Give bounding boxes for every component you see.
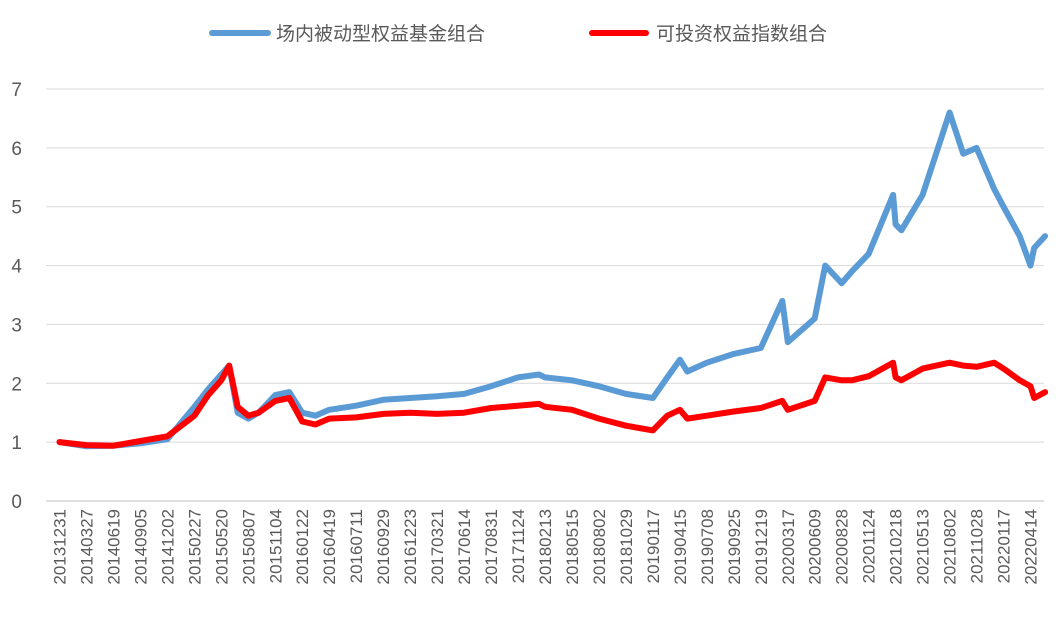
x-tick-label: 20150227 xyxy=(185,509,204,585)
x-tick-label: 20140619 xyxy=(104,509,123,585)
y-tick-label: 4 xyxy=(11,257,22,278)
x-tick-label: 20190117 xyxy=(644,509,663,583)
x-tick-label: 20140905 xyxy=(131,509,150,585)
x-tick-label: 20150807 xyxy=(239,509,258,585)
x-tick-label: 20160711 xyxy=(347,509,366,583)
x-tick-label: 20170614 xyxy=(455,509,474,585)
x-tick-label: 20131231 xyxy=(50,509,69,585)
x-tick-label: 20210218 xyxy=(887,509,906,585)
x-tick-label: 20190925 xyxy=(725,509,744,585)
y-tick-label: 7 xyxy=(11,80,22,101)
x-tick-label: 20210513 xyxy=(914,509,933,585)
x-tick-label: 20220117 xyxy=(995,509,1014,583)
x-tick-label: 20180515 xyxy=(563,509,582,585)
x-tick-label: 20150520 xyxy=(212,509,231,585)
x-tick-label: 20190415 xyxy=(671,509,690,585)
y-tick-label: 1 xyxy=(11,433,22,454)
x-tick-label: 20181029 xyxy=(617,509,636,585)
x-tick-label: 20191219 xyxy=(752,509,771,585)
x-tick-label: 20210802 xyxy=(941,509,960,585)
x-tick-label: 20200317 xyxy=(779,509,798,585)
x-tick-label: 20180802 xyxy=(590,509,609,585)
x-tick-label: 20140327 xyxy=(77,509,96,585)
x-tick-label: 20160419 xyxy=(320,509,339,585)
x-tick-label: 20160122 xyxy=(293,509,312,585)
x-tick-label: 20170321 xyxy=(428,509,447,585)
y-tick-label: 2 xyxy=(11,374,22,395)
x-tick-label: 20160929 xyxy=(374,509,393,585)
x-tick-label: 20161223 xyxy=(401,509,420,585)
legend: 场内被动型权益基金组合 可投资权益指数组合 xyxy=(209,23,827,45)
legend-label-series-2: 可投资权益指数组合 xyxy=(656,23,827,45)
series-line-1 xyxy=(56,109,1049,450)
x-tick-label: 20200609 xyxy=(806,509,825,585)
x-tick-label: 20201124 xyxy=(860,509,879,583)
series-lines xyxy=(56,109,1049,450)
y-tick-label: 5 xyxy=(11,198,22,219)
grid-lines xyxy=(46,88,1044,502)
y-tick-label: 0 xyxy=(11,492,22,513)
legend-label-series-1: 场内被动型权益基金组合 xyxy=(276,23,485,45)
x-tick-label: 20151104 xyxy=(266,509,285,583)
x-tick-label: 20180213 xyxy=(536,509,555,585)
y-axis: 0 1 2 3 4 5 6 7 xyxy=(11,80,22,513)
y-tick-label: 6 xyxy=(11,139,22,160)
x-tick-label: 20190708 xyxy=(698,509,717,585)
x-tick-label: 20141202 xyxy=(158,509,177,585)
series-line-2 xyxy=(56,359,1049,449)
x-tick-label: 20211028 xyxy=(968,509,987,583)
x-tick-label: 20170831 xyxy=(482,509,501,585)
x-axis: 20131231 20140327 20140619 20140905 20141202… xyxy=(46,500,1044,585)
y-tick-label: 3 xyxy=(11,315,22,336)
x-tick-label: 20171124 xyxy=(509,509,528,583)
x-tick-label: 20200828 xyxy=(833,509,852,585)
x-tick-label: 20220414 xyxy=(1022,509,1041,585)
